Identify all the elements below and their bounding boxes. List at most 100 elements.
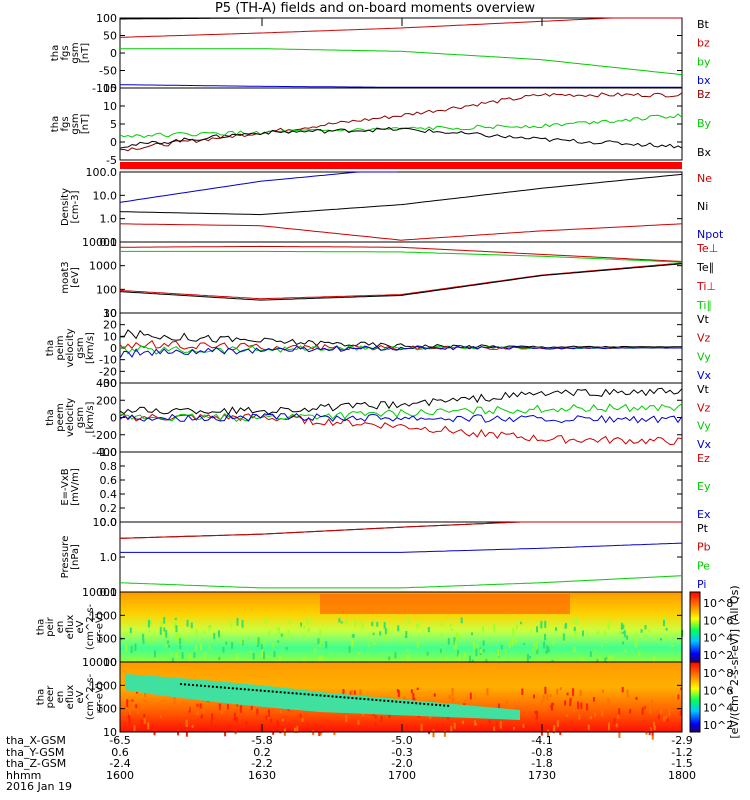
spectrogram-pixel bbox=[374, 722, 377, 726]
spectrogram-pixel bbox=[143, 713, 146, 718]
spectrogram-pixel bbox=[142, 633, 145, 641]
spectrogram-pixel bbox=[641, 707, 644, 715]
xaxis-row-label: tha_Z-GSM bbox=[6, 757, 67, 770]
series-Vt bbox=[119, 387, 683, 416]
series-Pb bbox=[119, 521, 682, 539]
xaxis-value: 0.2 bbox=[253, 745, 271, 759]
spectrogram-pixel bbox=[401, 639, 404, 642]
spectrogram-pixel bbox=[544, 620, 547, 628]
spectrogram-pixel bbox=[654, 634, 657, 641]
spectrogram-pixel bbox=[282, 633, 285, 639]
ytick-label: 100.0 bbox=[86, 166, 118, 179]
spectrogram-pixel bbox=[129, 702, 132, 710]
spectrogram-pixel bbox=[444, 726, 447, 729]
ytick-label: 1000 bbox=[89, 609, 117, 622]
legend-Pb: Pb bbox=[697, 541, 711, 554]
spectrogram-pixel bbox=[190, 622, 193, 629]
spectrogram-pixel bbox=[589, 715, 592, 720]
legend-Vz: Vz bbox=[697, 332, 711, 345]
spectrogram-pixel bbox=[149, 618, 152, 625]
spectrogram-pixel bbox=[457, 633, 460, 639]
spectrogram-pixel bbox=[264, 617, 267, 624]
spectrogram-pixel bbox=[569, 698, 572, 702]
ytick-label: 400 bbox=[96, 377, 117, 390]
legend-Ne: Ne bbox=[697, 172, 712, 185]
spectrogram-pixel bbox=[357, 652, 360, 655]
xaxis-value: -2.0 bbox=[391, 757, 413, 770]
spectrogram-pixel bbox=[147, 619, 150, 628]
spectrogram-pixel bbox=[665, 627, 668, 631]
spectrogram-pixel bbox=[319, 731, 322, 736]
spectrogram-pixel bbox=[493, 623, 496, 632]
xaxis-value: -2.9 bbox=[671, 734, 693, 747]
spectrogram-pixel bbox=[482, 649, 485, 653]
spectrogram-pixel bbox=[658, 714, 661, 720]
spectrogram-pixel bbox=[130, 645, 133, 653]
xaxis-value: -6.5 bbox=[109, 734, 131, 747]
spectrogram-pixel bbox=[128, 720, 131, 725]
ytick-label: 10 bbox=[103, 307, 117, 320]
spectrogram-pixel bbox=[372, 632, 375, 636]
spectrogram-pixel bbox=[594, 712, 597, 717]
spectrogram-pixel bbox=[185, 719, 188, 727]
spectrogram-pixel bbox=[141, 658, 144, 661]
electron-band bbox=[125, 674, 520, 720]
spectrogram-pixel bbox=[354, 621, 357, 627]
spectrogram-pixel bbox=[371, 621, 374, 627]
spectrogram-pixel bbox=[280, 633, 283, 637]
spectrogram-pixel bbox=[218, 656, 221, 661]
spectrogram-pixel bbox=[562, 633, 565, 641]
spectrogram-pixel bbox=[601, 709, 604, 717]
xaxis-row-label: tha_Y-GSM bbox=[6, 745, 65, 759]
spectrogram-pixel bbox=[236, 617, 239, 626]
ytick-label: 15 bbox=[103, 82, 117, 95]
legend-Vy: Vy bbox=[697, 350, 711, 363]
spectrogram-pixel bbox=[556, 688, 559, 695]
colorbar bbox=[689, 661, 701, 733]
ytick-label: 0.1 bbox=[100, 586, 118, 599]
spectrogram-pixel bbox=[164, 703, 167, 709]
spectrogram-pixel bbox=[137, 710, 140, 714]
spectrogram-pixel bbox=[281, 718, 284, 722]
spectrogram-pixel bbox=[511, 638, 514, 646]
ytick-label: -50 bbox=[99, 65, 117, 78]
spectrogram-pixel bbox=[235, 717, 238, 722]
spectrogram-pixel bbox=[257, 637, 260, 646]
spectrogram-pixel bbox=[241, 639, 244, 646]
spectrogram-pixel bbox=[300, 622, 303, 627]
spectrogram-pixel bbox=[578, 714, 581, 720]
ylabel-line: eflux bbox=[65, 685, 76, 710]
xaxis-value: -1.8 bbox=[531, 757, 553, 770]
spectrogram-pixel bbox=[179, 644, 182, 650]
spectrogram-pixel bbox=[579, 689, 582, 697]
spectrogram-pixel bbox=[159, 715, 162, 718]
spectrogram-pixel bbox=[353, 690, 356, 695]
spectrogram-pixel bbox=[140, 719, 143, 727]
spectrogram-pixel bbox=[626, 689, 629, 698]
ytick-label: 10.0 bbox=[93, 516, 118, 529]
ytick-label: 30 bbox=[103, 307, 117, 320]
spectrogram-pixel bbox=[605, 657, 608, 660]
panel-peir: 10000 1000 100 10 thapeirenefluxeV(cm^2-s-sr… bbox=[35, 586, 684, 669]
spectrogram-pixel bbox=[318, 730, 321, 737]
series-By bbox=[119, 113, 683, 138]
spectrogram-pixel bbox=[539, 623, 542, 627]
spectrogram-pixel bbox=[404, 635, 407, 638]
spectrogram-pixel bbox=[535, 642, 538, 650]
spectrogram-pixel bbox=[199, 643, 202, 651]
spectrogram-pixel bbox=[352, 634, 355, 638]
xaxis-value: -1.2 bbox=[671, 745, 693, 759]
spectrogram-pixel bbox=[596, 630, 599, 635]
spectrogram-pixel bbox=[140, 705, 143, 710]
spectrogram-pixel bbox=[453, 722, 456, 729]
ytick-label: 0 bbox=[110, 412, 117, 425]
spectrogram-pixel bbox=[471, 632, 474, 636]
xaxis-value: -0.8 bbox=[531, 745, 553, 759]
spectrogram-pixel bbox=[653, 656, 656, 662]
spectrogram-pixel bbox=[239, 705, 242, 713]
ylabel-line: fgs bbox=[60, 116, 71, 131]
ylabel-line: sr-eV) bbox=[95, 682, 106, 711]
spectrogram-pixel bbox=[546, 694, 549, 702]
spectrogram-pixel bbox=[261, 650, 264, 658]
ytick-label: -30 bbox=[99, 377, 117, 390]
